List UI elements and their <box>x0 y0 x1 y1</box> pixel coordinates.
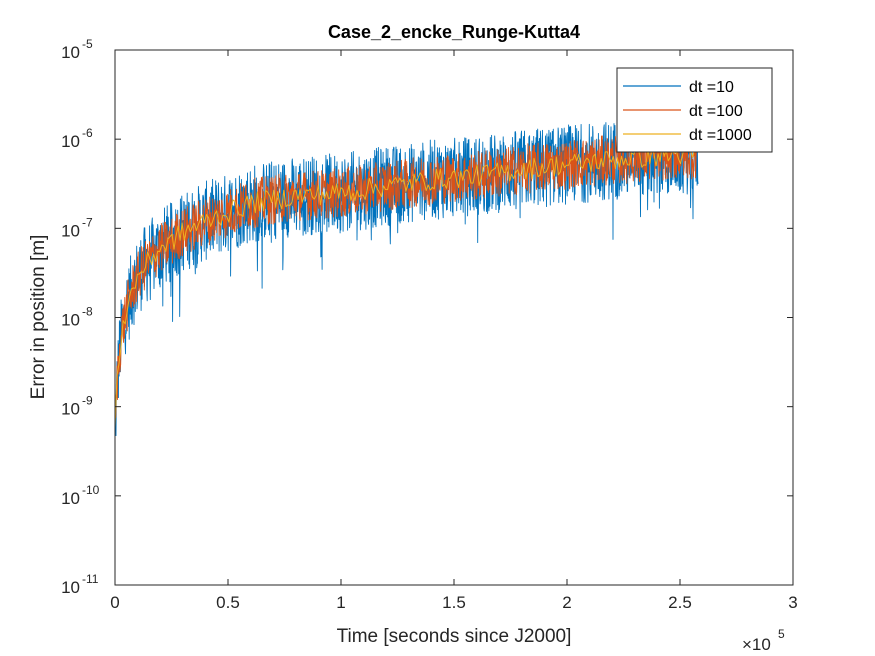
y-tick-exponent: -10 <box>82 483 100 497</box>
x-axis: 0 0.5 1 1.5 2 2.5 3 <box>110 50 798 612</box>
legend-label-3: dt =1000 <box>689 127 752 144</box>
series-layer <box>115 113 699 437</box>
x-tick-label: 2.5 <box>668 593 692 612</box>
y-tick-exponent: -9 <box>82 394 93 408</box>
x-tick-label: 2 <box>562 593 571 612</box>
chart-title: Case_2_encke_Runge-Kutta4 <box>328 22 580 42</box>
x-tick-label: 0 <box>110 593 119 612</box>
y-tick-exponent: -7 <box>82 215 93 229</box>
x-tick-label: 0.5 <box>216 593 240 612</box>
y-tick-label: 10 <box>61 400 80 419</box>
legend-label-2: dt =100 <box>689 103 743 120</box>
y-tick-exponent: -8 <box>82 305 93 319</box>
y-tick-label: 10 <box>61 489 80 508</box>
x-tick-label: 1.5 <box>442 593 466 612</box>
x-axis-label: Time [seconds since J2000] <box>337 626 572 647</box>
y-tick-label: 10 <box>61 132 80 151</box>
y-tick-exponent: -5 <box>82 37 93 51</box>
x-tick-label: 3 <box>788 593 797 612</box>
series-line-2 <box>115 129 699 418</box>
y-tick-exponent: -11 <box>82 572 99 586</box>
x-tick-label: 1 <box>336 593 345 612</box>
series-line-3 <box>115 144 698 428</box>
y-tick-label: 10 <box>61 578 80 597</box>
x-axis-multiplier: ×10 5 <box>742 627 785 654</box>
x-multiplier-base: ×10 <box>742 635 771 654</box>
legend: dt =10 dt =100 dt =1000 <box>616 67 773 153</box>
y-tick-exponent: -6 <box>82 126 93 140</box>
legend-label-1: dt =10 <box>689 79 734 96</box>
y-axis-label: Error in position [m] <box>28 235 49 400</box>
x-multiplier-exponent: 5 <box>778 627 785 641</box>
y-tick-label: 10 <box>61 221 80 240</box>
y-tick-label: 10 <box>61 311 80 330</box>
y-tick-label: 10 <box>61 43 80 62</box>
